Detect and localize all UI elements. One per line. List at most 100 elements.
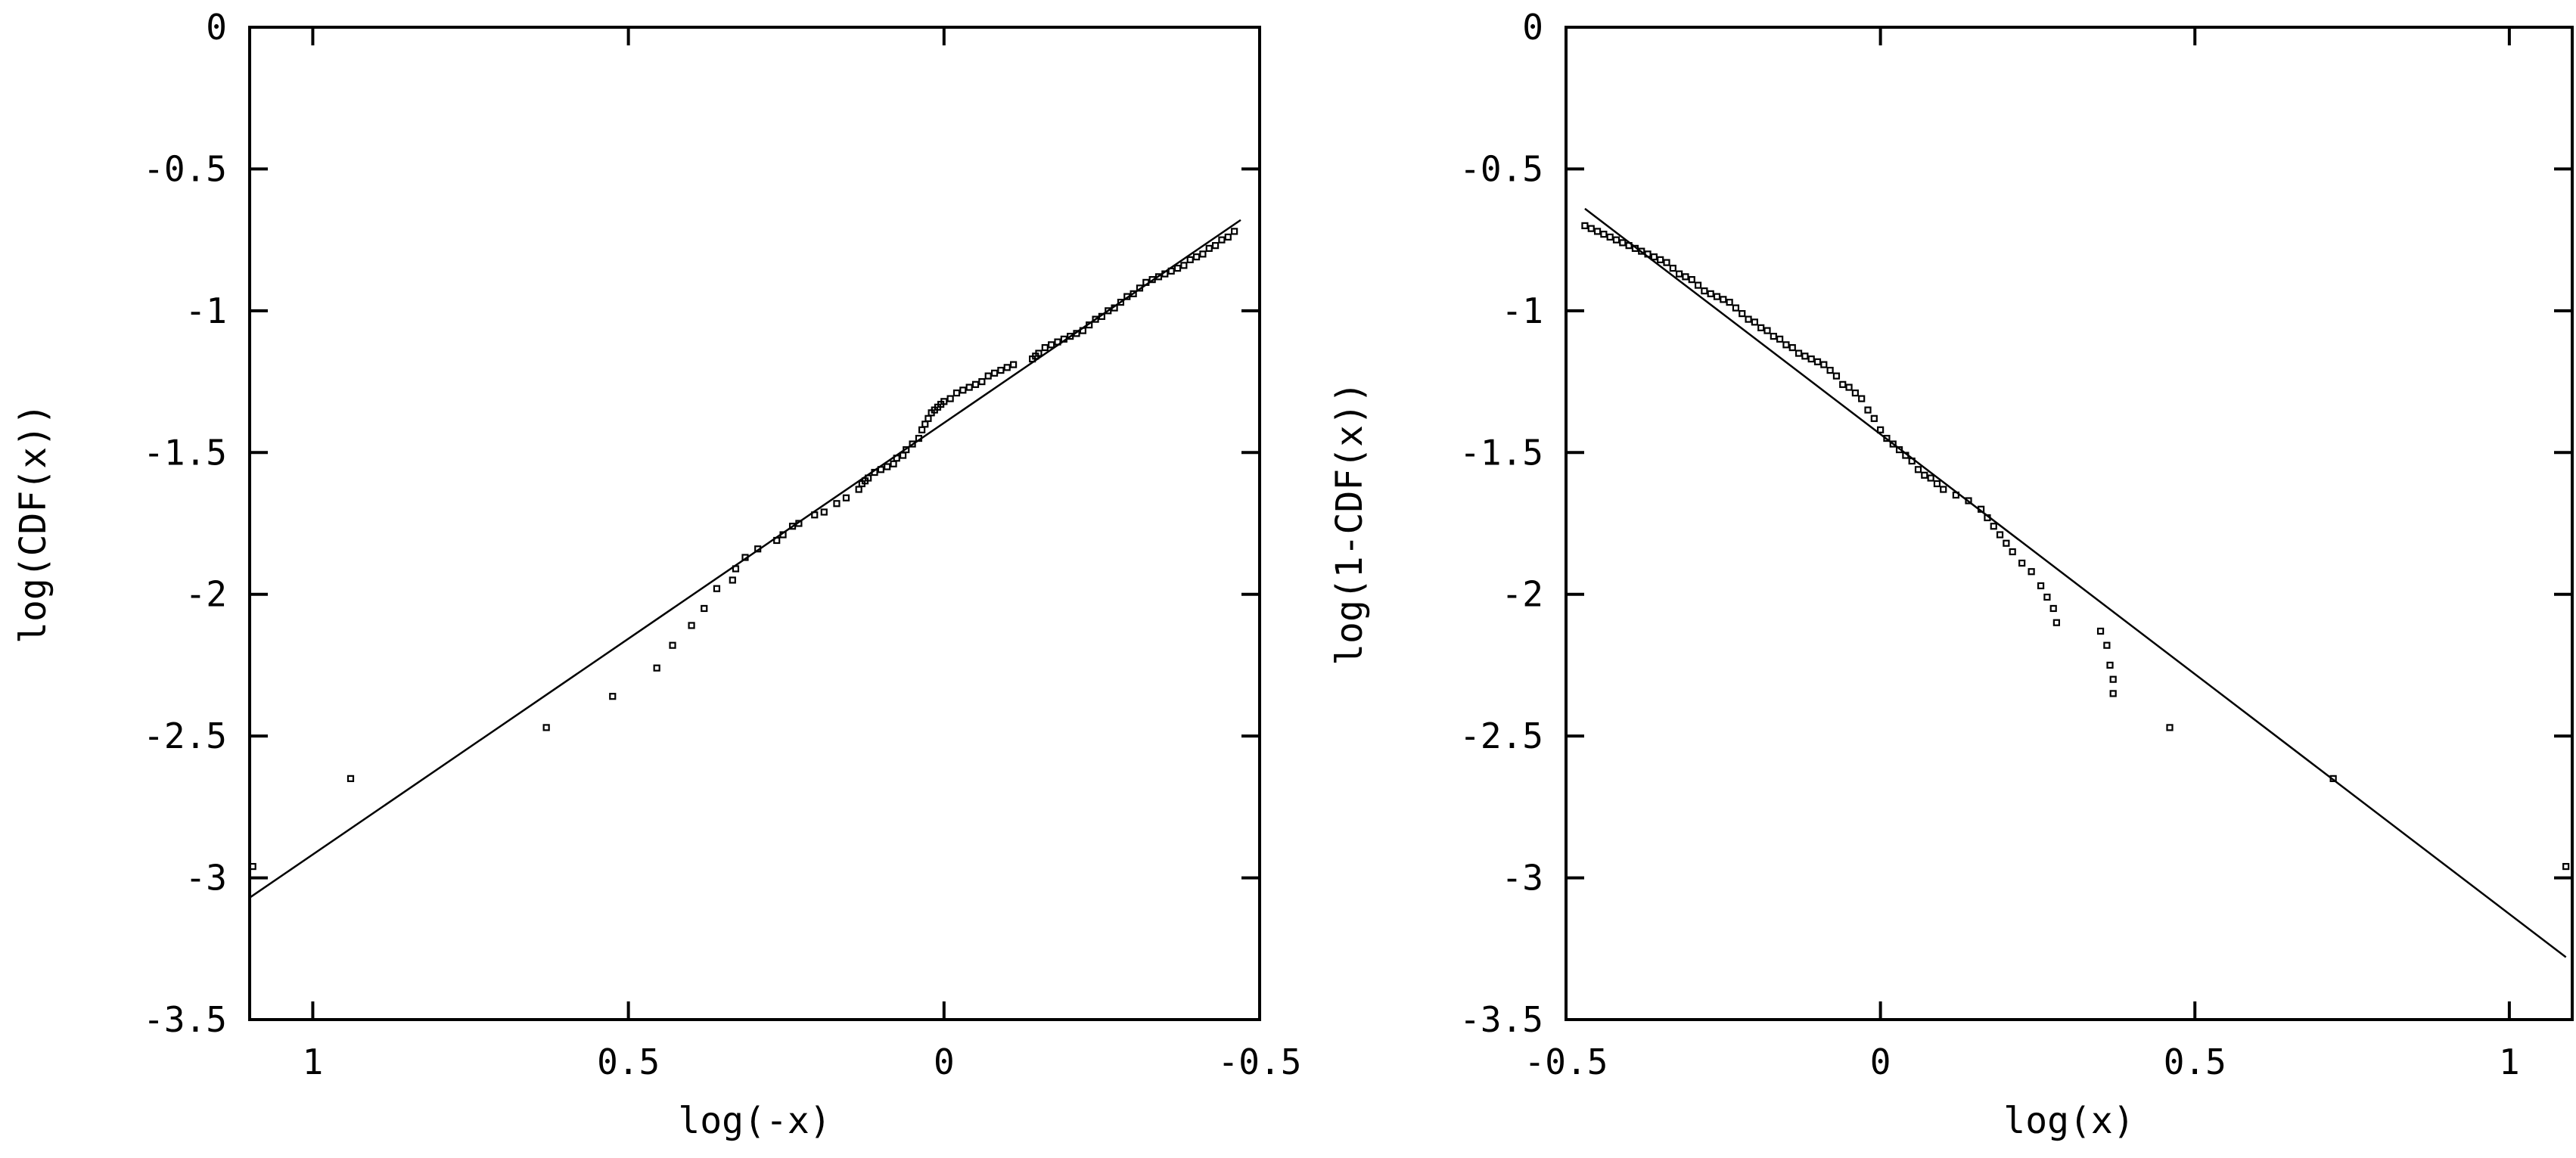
left-data-point [865, 474, 872, 482]
left-x-tick-label: 1 [303, 1042, 324, 1082]
left-data-point [1161, 270, 1169, 278]
left-data-point [1173, 265, 1182, 272]
right-data-point [1701, 287, 1708, 295]
left-data-point [729, 576, 736, 584]
left-data-point [1035, 349, 1043, 357]
right-data-point [1657, 256, 1664, 263]
left-data-point [779, 531, 787, 539]
left-data-point [965, 383, 973, 391]
right-data-point [1883, 434, 1891, 442]
left-data-point [653, 664, 660, 672]
right-data-point [1984, 514, 1991, 522]
right-x-tick-labels: -0.5 0 0.5 1 [1524, 1042, 2520, 1082]
right-data-point [2096, 627, 2105, 635]
left-data-point [893, 455, 900, 462]
right-data-point [2106, 661, 2114, 669]
left-y-axis-title: log(CDF(x)) [12, 403, 54, 644]
left-y-tick-label: -0.5 [143, 148, 227, 189]
right-data-point [1726, 299, 1733, 306]
right-data-point [2049, 604, 2057, 613]
right-data-point [1600, 231, 1608, 238]
right-data-point [1587, 225, 1595, 232]
left-data-point [842, 494, 850, 501]
left-data-point [909, 440, 916, 448]
left-data-point [1054, 338, 1061, 346]
right-data-point [2103, 641, 2111, 649]
left-data-point [1041, 343, 1049, 352]
right-data-point [1826, 366, 1834, 374]
right-data-point [2052, 619, 2060, 626]
right-data-point [1902, 452, 1909, 459]
left-x-tick-label: 0 [934, 1042, 955, 1082]
left-data-point [1218, 236, 1226, 244]
left-data-point [984, 372, 992, 380]
right-x-axis-title: log(x) [2003, 1100, 2134, 1142]
right-data-point [1851, 389, 1859, 397]
right-data-point [1927, 474, 1934, 482]
left-data-point [890, 460, 897, 467]
right-plot-frame [1565, 26, 2574, 1021]
left-data-point [884, 463, 891, 470]
right-data-point [1745, 315, 1752, 323]
left-data-point [1186, 256, 1194, 263]
left-data-point [688, 622, 695, 629]
left-y-tick-label: -1 [185, 290, 227, 331]
right-data-point [1858, 395, 1866, 402]
left-data-point [1224, 233, 1232, 241]
left-x-tick-labels: 1 0.5 0 -0.5 [303, 1042, 1302, 1082]
left-data-point [877, 466, 884, 473]
left-y-tick-labels: 0 -0.5 -1 -1.5 -2 -2.5 -3 -3.5 [143, 7, 227, 1040]
left-data-point [1180, 262, 1188, 269]
left-data-point [1003, 364, 1011, 371]
left-data-point [732, 565, 740, 573]
left-plot-frame [248, 26, 1261, 1021]
left-data-point [903, 446, 910, 454]
left-data-point [1148, 276, 1156, 284]
left-data-point [773, 536, 781, 545]
right-data-point [1694, 281, 1702, 289]
left-data-point [1105, 307, 1112, 315]
right-data-point [1625, 242, 1633, 250]
right-data-point [1845, 383, 1853, 391]
left-data-point [1079, 327, 1086, 334]
left-data-point [855, 486, 862, 493]
right-data-point [1676, 270, 1683, 278]
left-data-point [701, 604, 708, 613]
left-data-point [940, 398, 948, 405]
right-data-point [1682, 273, 1689, 281]
left-data-points [249, 228, 1238, 871]
right-data-point [1889, 440, 1897, 448]
right-y-tick-labels: 0 -0.5 -1 -1.5 -2 -2.5 -3 -3.5 [1459, 7, 1543, 1040]
right-data-point [1770, 332, 1777, 340]
right-data-point [1606, 233, 1614, 241]
right-data-point [1870, 414, 1878, 422]
left-data-point [1192, 253, 1201, 261]
left-y-tick-label: -2.5 [143, 716, 227, 756]
right-y-tick-label: -0.5 [1459, 148, 1543, 189]
right-fit-line [1584, 207, 2567, 958]
left-data-point [249, 862, 256, 871]
right-data-point [1713, 293, 1721, 300]
right-data-point [1581, 222, 1589, 229]
right-data-point [1707, 290, 1714, 297]
left-data-point [754, 545, 762, 553]
right-data-point [1788, 343, 1796, 352]
right-data-point [1720, 296, 1727, 303]
right-data-point [1631, 244, 1639, 252]
left-data-point [811, 511, 819, 519]
left-data-point [1136, 284, 1144, 292]
left-data-point [1092, 315, 1099, 323]
right-data-point [2028, 568, 2035, 576]
left-data-point [921, 421, 929, 428]
right-data-point [1921, 471, 1928, 479]
right-y-tick-label: -2.5 [1459, 716, 1543, 756]
left-data-point [1060, 335, 1067, 343]
right-data-point [2003, 539, 2010, 547]
right-x-tick-label: 1 [2499, 1042, 2520, 1082]
left-y-tick-label: -1.5 [143, 432, 227, 473]
left-data-point [952, 389, 961, 397]
left-data-point [1048, 341, 1055, 349]
left-data-point [741, 554, 749, 561]
right-data-point [1638, 247, 1645, 255]
